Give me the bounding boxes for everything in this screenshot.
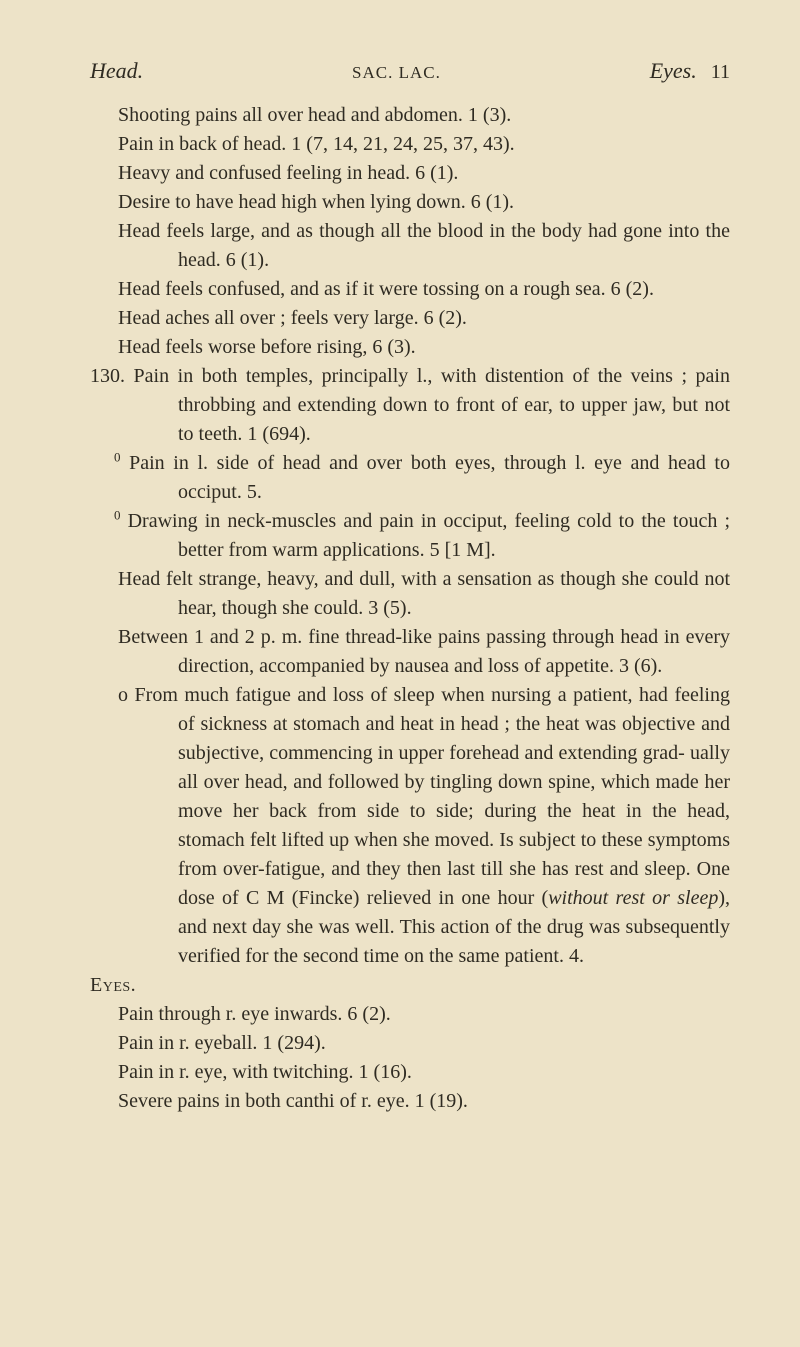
entry-text-a: From much fatigue and loss of sleep when… — [135, 684, 730, 909]
entry: Pain in back of head. 1 (7, 14, 21, 24, … — [90, 130, 730, 159]
entry: Heavy and confused feeling in head. 6 (1… — [90, 159, 730, 188]
head-center: SAC. LAC. — [352, 61, 441, 86]
entry: Head feels worse before rising, 6 (3). — [90, 333, 730, 362]
entry: 0 Pain in l. side of head and over both … — [90, 449, 730, 507]
entry: Head felt strange, heavy, and dull, with… — [90, 565, 730, 623]
entry: o From much fatigue and loss of sleep wh… — [90, 681, 730, 971]
entry: Pain in r. eyeball. 1 (294). — [90, 1029, 730, 1058]
entry: Head feels large, and as though all the … — [90, 217, 730, 275]
entry-text: Drawing in neck-muscles and pain in occi… — [121, 510, 731, 561]
entry: Pain in r. eye, with twitching. 1 (16). — [90, 1058, 730, 1087]
head-left: Head. — [90, 55, 143, 87]
entry-text: Pain in l. side of head and over both ey… — [121, 452, 731, 503]
head-right: Eyes. 11 — [650, 55, 730, 87]
running-head: Head. SAC. LAC. Eyes. 11 — [90, 55, 730, 87]
section-heading: Eyes. — [90, 971, 730, 1000]
head-right-label: Eyes. — [650, 55, 697, 87]
entry: Shooting pains all over head and abdomen… — [90, 101, 730, 130]
entry: Desire to have head high when lying down… — [90, 188, 730, 217]
entry: Pain through r. eye inwards. 6 (2). — [90, 1000, 730, 1029]
o-marker: o — [118, 684, 135, 706]
page: Head. SAC. LAC. Eyes. 11 Shooting pains … — [0, 0, 800, 1347]
entry: Severe pains in both canthi of r. eye. 1… — [90, 1087, 730, 1116]
entry: Head feels confused, and as if it were t… — [90, 275, 730, 304]
entry: Between 1 and 2 p. m. fine thread-like p… — [90, 623, 730, 681]
entry: Head aches all over ; feels very large. … — [90, 304, 730, 333]
page-number: 11 — [711, 58, 730, 87]
body-text: Shooting pains all over head and abdomen… — [90, 101, 730, 1116]
entry-italic: without rest or sleep — [548, 887, 718, 909]
entry-numbered: 130. Pain in both temples, principally l… — [90, 362, 730, 449]
entry: 0 Drawing in neck-muscles and pain in oc… — [90, 507, 730, 565]
